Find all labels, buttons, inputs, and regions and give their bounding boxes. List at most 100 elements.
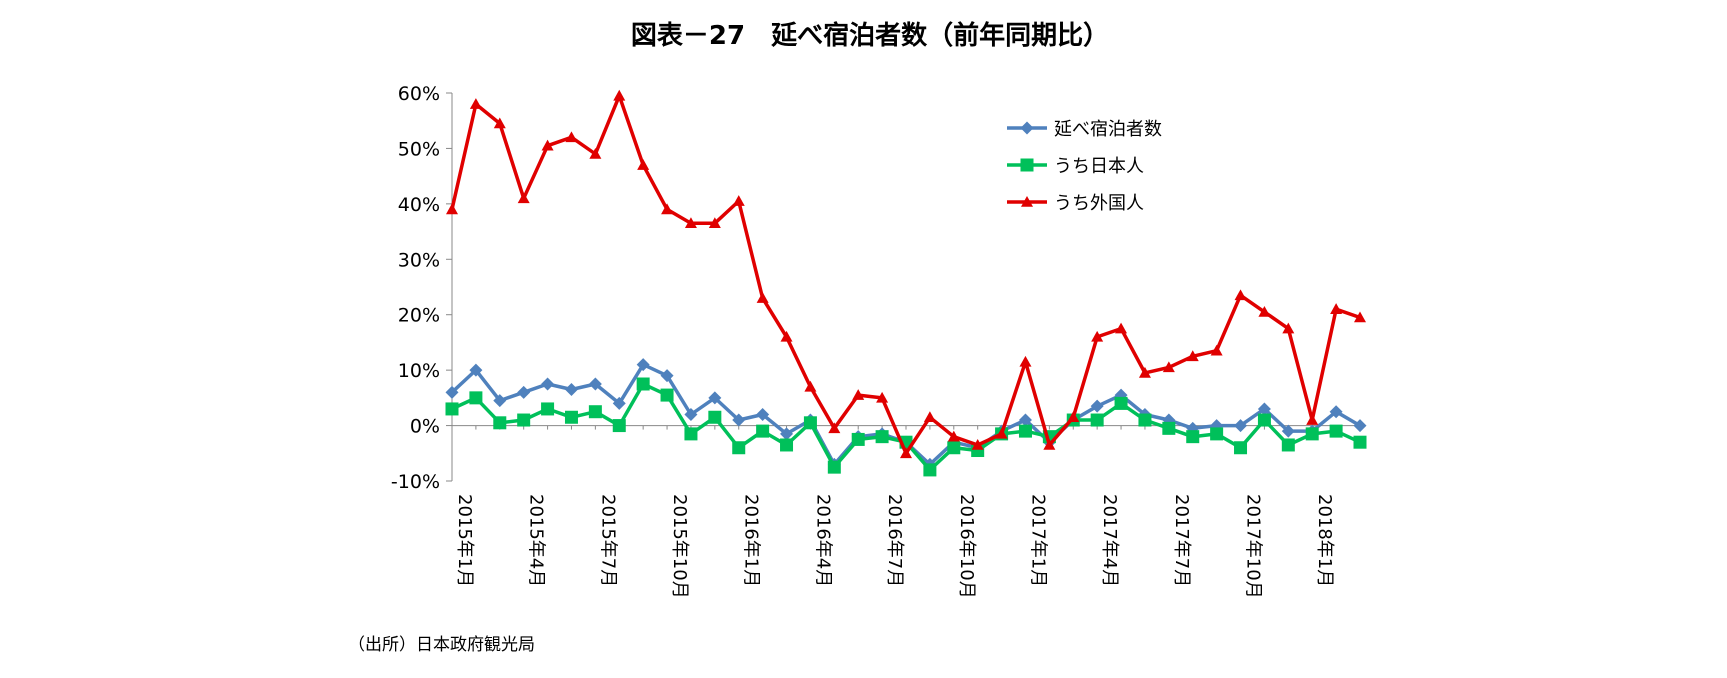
data-point [564, 383, 578, 397]
data-point [947, 441, 961, 455]
data-point [541, 402, 555, 416]
legend-item: うち外国人 [1007, 193, 1144, 214]
data-point [1234, 289, 1247, 301]
data-point [803, 416, 817, 430]
data-point [756, 424, 770, 438]
x-tick-label: 2015年10月 [669, 494, 690, 599]
data-point [636, 377, 650, 391]
data-point [445, 402, 459, 416]
series-layer [445, 89, 1367, 477]
legend-label: 延べ宿泊者数 [1054, 119, 1162, 140]
data-point [1281, 438, 1295, 452]
data-point [660, 369, 674, 383]
data-point [732, 413, 746, 427]
data-point [445, 385, 459, 399]
x-tick-label: 2016年7月 [884, 494, 905, 587]
data-point [1090, 413, 1104, 427]
legend-marker [1020, 158, 1034, 172]
data-point [493, 117, 506, 129]
data-point [684, 217, 697, 229]
data-point [1091, 330, 1104, 342]
data-point [517, 385, 531, 399]
data-point [828, 422, 841, 434]
data-point [564, 410, 578, 424]
data-point [517, 413, 531, 427]
data-point [1162, 421, 1176, 435]
data-point [708, 410, 722, 424]
data-point [804, 380, 817, 392]
data-point [708, 391, 722, 405]
data-point [947, 430, 960, 442]
data-point [612, 396, 626, 410]
y-axis-ticks: 60% 50% 40% 30% 20% 10% 0% -10% [391, 83, 452, 493]
data-point [1019, 355, 1032, 367]
y-tick-label: 0% [410, 416, 440, 438]
source-note: （出所）日本政府観光局 [348, 635, 535, 655]
data-point [1329, 424, 1343, 438]
series-3 [446, 89, 1366, 459]
data-point [756, 292, 769, 303]
data-point [588, 405, 602, 419]
x-tick-label: 2017年1月 [1027, 494, 1048, 587]
data-point [612, 419, 626, 433]
data-point [1282, 322, 1295, 334]
data-point [636, 358, 650, 372]
y-tick-label: 20% [398, 305, 440, 327]
y-tick-label: 50% [398, 138, 440, 160]
series-line [450, 94, 1361, 456]
data-point [684, 407, 698, 421]
data-point [1115, 322, 1128, 334]
data-point [589, 147, 602, 159]
x-tick-label: 2015年7月 [597, 494, 618, 587]
data-point [541, 139, 554, 151]
data-point [900, 447, 912, 459]
x-tick-label: 2016年10月 [956, 494, 977, 599]
data-point [588, 377, 602, 391]
data-point [1329, 405, 1343, 419]
data-point [1258, 305, 1271, 317]
data-point [613, 89, 626, 101]
y-tick-label: 10% [398, 360, 440, 382]
data-point [1210, 344, 1223, 356]
data-point [493, 416, 507, 430]
data-point [565, 131, 578, 143]
data-point [1162, 361, 1175, 373]
data-point [780, 427, 794, 441]
data-point [780, 438, 794, 452]
data-point [1305, 427, 1319, 441]
data-point [637, 159, 650, 170]
data-point [923, 411, 936, 423]
x-tick-label: 2016年1月 [741, 494, 762, 587]
data-point [660, 388, 674, 402]
data-point [469, 391, 483, 405]
y-tick-label: 60% [398, 83, 440, 105]
data-point [1354, 311, 1366, 323]
x-tick-label: 2015年1月 [454, 494, 475, 587]
data-point [1090, 399, 1104, 413]
data-point [1353, 435, 1367, 449]
data-point [827, 460, 841, 474]
x-tick-label: 2017年10月 [1243, 494, 1264, 599]
data-point [851, 432, 865, 446]
data-point [541, 377, 555, 391]
data-point [1018, 413, 1032, 427]
data-point [875, 430, 889, 444]
data-point [1234, 419, 1248, 433]
legend-marker [1021, 196, 1033, 207]
data-point [995, 427, 1008, 439]
data-point [1018, 424, 1032, 438]
data-point [469, 98, 482, 109]
data-point [1281, 424, 1295, 438]
chart-title: 図表－27 延べ宿泊者数（前年同期比） [631, 20, 1109, 51]
data-point [732, 195, 745, 206]
data-point [708, 217, 721, 229]
legend-item: うち日本人 [1007, 156, 1144, 177]
data-point [1306, 414, 1319, 425]
data-point [852, 389, 865, 400]
data-point [1186, 430, 1200, 444]
data-point [1257, 413, 1271, 427]
legend-item: 延べ宿泊者数 [1007, 119, 1162, 140]
x-axis-ticks: 2015年1月 2015年4月 2015年7月 2015年10月 2016年1月 2016… [451, 425, 1361, 599]
